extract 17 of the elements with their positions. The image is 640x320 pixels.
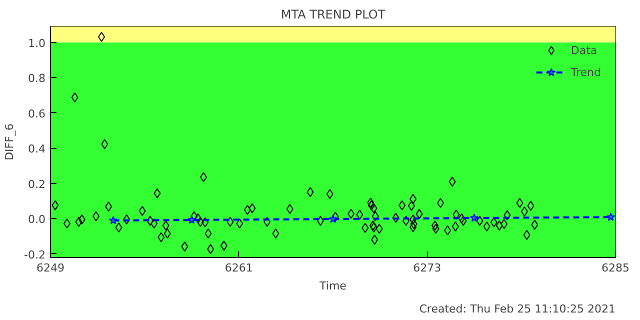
x-tick-label: 6261 bbox=[224, 262, 253, 274]
x-tick-label: 6249 bbox=[36, 262, 65, 274]
x-tick-label: 6285 bbox=[602, 262, 630, 274]
y-tick-label: 0.2 bbox=[28, 178, 46, 191]
chart-title: MTA TREND PLOT bbox=[280, 8, 386, 22]
legend-label: Data bbox=[570, 44, 598, 56]
y-tick-label: 0.4 bbox=[28, 142, 46, 156]
y-tick-label: 0.0 bbox=[28, 213, 46, 226]
y-axis-title: DIFF_6 bbox=[3, 124, 16, 160]
legend-label: Trend bbox=[570, 66, 601, 78]
x-tick-label: 6273 bbox=[413, 262, 442, 274]
y-tick-label: -0.2 bbox=[24, 248, 46, 262]
x-axis-title: Time bbox=[318, 280, 347, 292]
text: Created: Thu Feb 25 11:10:25 2021 bbox=[419, 302, 616, 316]
y-tick-label: 0.8 bbox=[28, 72, 46, 86]
y-tick-label: 1.0 bbox=[28, 36, 46, 50]
y-tick-label: 0.6 bbox=[28, 107, 46, 120]
